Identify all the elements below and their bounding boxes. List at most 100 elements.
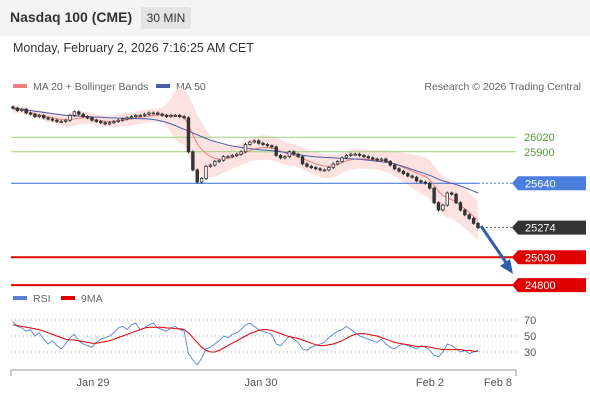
candle — [436, 201, 441, 212]
candle — [94, 118, 99, 123]
candle-body — [134, 115, 138, 118]
candle-body — [366, 156, 371, 159]
candle-body — [313, 167, 318, 170]
candle — [142, 112, 147, 117]
candle — [265, 143, 270, 148]
candle-body — [90, 117, 94, 121]
candle-body — [107, 122, 112, 125]
candle — [313, 166, 318, 171]
candle — [300, 155, 305, 166]
candle — [59, 120, 63, 123]
candle — [419, 179, 423, 184]
candle-body — [292, 151, 296, 155]
candle — [252, 139, 256, 144]
candle-body — [24, 108, 28, 114]
candle — [160, 112, 164, 117]
candle — [384, 157, 388, 163]
candle — [357, 152, 362, 157]
candle-body — [230, 155, 235, 158]
candle — [182, 115, 186, 120]
candle-body — [331, 163, 335, 168]
candle-body — [436, 202, 441, 211]
candle — [366, 155, 371, 160]
datetime-label: Monday, February 2, 2026 7:16:25 AM CET — [13, 41, 254, 55]
candle-body — [195, 169, 199, 183]
candle-body — [156, 112, 160, 115]
candle-body — [142, 113, 147, 116]
candle — [173, 113, 178, 117]
candle — [85, 115, 90, 120]
candle — [371, 156, 375, 161]
candle — [463, 208, 467, 217]
resistance-label: 26020 — [524, 132, 555, 144]
resistance-label: 25900 — [524, 147, 555, 159]
x-tick-label: Feb 8 — [484, 377, 512, 389]
candle — [33, 112, 37, 119]
candle-body — [362, 155, 366, 158]
candle — [239, 150, 243, 156]
candle-body — [46, 117, 50, 120]
candle-body — [379, 158, 384, 161]
candle-body — [423, 181, 428, 184]
candle — [156, 111, 160, 116]
candle — [107, 121, 112, 126]
candle — [340, 156, 344, 163]
candle-body — [419, 180, 423, 183]
candle-body — [186, 117, 191, 153]
candle-body — [239, 151, 243, 155]
candle — [20, 107, 24, 113]
candle-body — [476, 222, 480, 229]
candle-body — [116, 119, 120, 122]
candle-body — [441, 204, 445, 211]
candle-body — [445, 192, 449, 206]
copyright-text: Research © 2026 Trading Central — [424, 81, 581, 93]
current-price-badge — [512, 220, 586, 235]
candle — [46, 116, 50, 121]
rsi-tick-label: 70 — [524, 315, 536, 327]
candle-body — [33, 113, 37, 118]
rsi-ma-legend-label: 9MA — [81, 293, 103, 305]
candle-body — [11, 106, 15, 109]
candle — [441, 203, 445, 212]
candle-body — [63, 119, 68, 122]
rsi-tick-label: 50 — [524, 331, 536, 343]
candle — [235, 152, 239, 157]
candle-body — [177, 115, 182, 118]
candle — [226, 155, 230, 159]
candle-body — [278, 155, 283, 159]
candle — [129, 115, 134, 120]
candle-body — [428, 182, 432, 189]
candle — [81, 112, 85, 119]
levels-layer: 26020 25900 25640 25274 25030 24800 — [11, 132, 586, 293]
candle-body — [357, 153, 362, 156]
candle — [90, 116, 94, 122]
candle — [344, 153, 349, 160]
candle — [204, 164, 208, 180]
timeframe-button[interactable]: 30 MIN — [141, 7, 191, 29]
candle-body — [204, 165, 208, 179]
candle — [230, 153, 235, 159]
candle — [72, 110, 77, 117]
candle — [151, 111, 156, 115]
candle — [147, 111, 151, 116]
candle — [164, 113, 169, 119]
candle-body — [59, 121, 63, 123]
candle — [471, 217, 476, 225]
candle — [379, 157, 384, 162]
candle-body — [287, 151, 292, 158]
candle — [283, 155, 287, 160]
candle-body — [309, 165, 314, 168]
candle-body — [375, 158, 379, 161]
bollinger-layer — [13, 87, 478, 241]
candle-body — [182, 116, 186, 119]
candle-body — [15, 107, 20, 111]
candle — [278, 153, 283, 160]
candle — [221, 155, 226, 162]
candle — [138, 113, 142, 117]
candle-body — [283, 156, 287, 159]
candle — [208, 163, 213, 168]
candle — [243, 143, 248, 154]
projection-arrow — [479, 225, 513, 274]
candle — [449, 191, 454, 196]
